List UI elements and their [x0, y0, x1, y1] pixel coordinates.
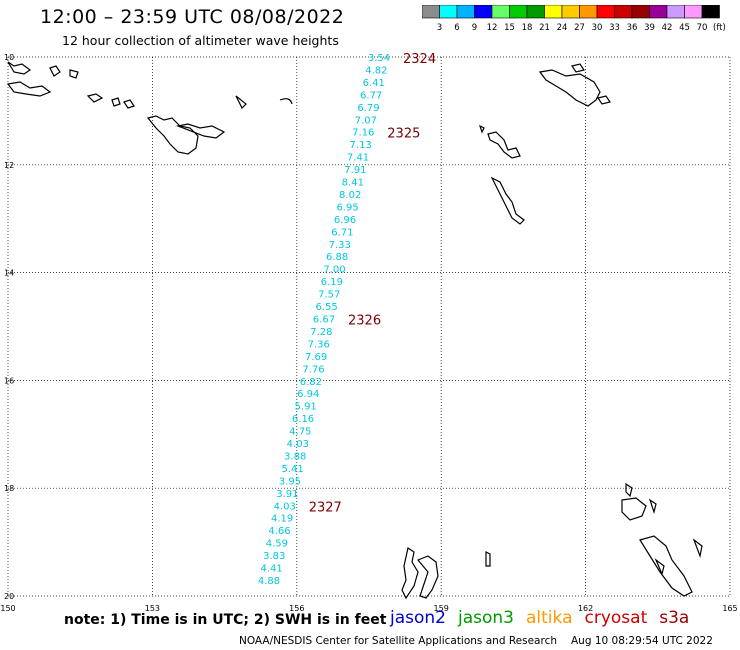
wave-height-label: 4.88 [258, 576, 280, 587]
color-scale-label: 15 [504, 23, 515, 33]
color-scale-label: 36 [627, 23, 638, 33]
wave-height-label: 3.54 [368, 53, 390, 64]
pass-number-label: 2326 [348, 314, 381, 329]
wave-height-label: 6.96 [334, 215, 356, 226]
color-scale-label: 70 [697, 23, 708, 33]
pass-number-label: 2325 [387, 127, 420, 142]
wave-height-label: 4.75 [289, 427, 311, 438]
wave-height-label: 4.03 [274, 501, 296, 512]
wave-height-label: 6.95 [336, 202, 358, 213]
agency-credit: NOAA/NESDIS Center for Satellite Applica… [239, 635, 557, 647]
wave-height-label: 6.16 [292, 414, 314, 425]
longitude-tick-label: 162 [578, 604, 593, 613]
wave-height-label: 8.02 [339, 190, 361, 201]
wave-height-label: 4.19 [271, 514, 293, 525]
wave-height-label: 3.91 [276, 489, 298, 500]
color-scale-label: 9 [472, 23, 477, 33]
wave-height-label: 7.28 [310, 327, 332, 338]
latitude-tick-label: 20 [4, 592, 14, 601]
wave-height-label: 7.41 [347, 153, 369, 164]
satellite-legend-item: altika [526, 608, 573, 628]
wave-height-label: 7.57 [318, 290, 340, 301]
wave-height-label: 8.41 [342, 178, 364, 189]
color-scale-label: 45 [679, 23, 690, 33]
wave-height-label: 6.94 [297, 389, 319, 400]
longitude-tick-label: 150 [0, 604, 15, 613]
footer: NOAA/NESDIS Center for Satellite Applica… [239, 635, 713, 647]
page-subtitle: 12 hour collection of altimeter wave hei… [62, 33, 339, 48]
wave-height-label: 7.00 [323, 265, 345, 276]
color-scale-label: 42 [662, 23, 673, 33]
wave-height-label: 6.19 [321, 277, 343, 288]
longitude-tick-label: 159 [434, 604, 449, 613]
latitude-tick-label: 10 [4, 53, 14, 62]
wave-height-label: 6.55 [315, 302, 337, 313]
color-scale-legend: 3 6 9 12 15 18 21 24 27 30 33 36 39 42 45 70 (ft) [422, 5, 726, 33]
wave-height-label: 7.91 [344, 165, 366, 176]
latitude-tick-label: 16 [4, 376, 14, 385]
wave-height-label: 7.76 [302, 364, 324, 375]
latitude-tick-label: 18 [4, 484, 14, 493]
page-title: 12:00 – 23:59 UTC 08/08/2022 [40, 6, 345, 28]
pass-number-label: 2324 [403, 52, 436, 67]
wave-height-label: 5.91 [295, 402, 317, 413]
wave-height-label: 7.13 [350, 140, 372, 151]
wave-height-label: 4.59 [266, 539, 288, 550]
wave-height-label: 7.07 [355, 115, 377, 126]
color-scale-label: 12 [487, 23, 498, 33]
color-scale-label: 27 [574, 23, 585, 33]
wave-height-label: 4.41 [260, 564, 282, 575]
wave-height-label: 6.71 [331, 227, 353, 238]
wave-height-label: 6.88 [326, 252, 348, 263]
longitude-tick-label: 156 [289, 604, 304, 613]
satellite-legend-item: cryosat [584, 608, 648, 628]
longitude-tick-label: 153 [145, 604, 160, 613]
wave-height-label: 3.88 [284, 451, 306, 462]
wave-height-label: 5.41 [281, 464, 303, 475]
color-swatch [701, 5, 720, 19]
wave-height-label: 3.83 [263, 551, 285, 562]
color-scale-label: 24 [557, 23, 568, 33]
wave-height-label: 7.36 [308, 339, 330, 350]
color-scale-label: 21 [539, 23, 550, 33]
altimeter-track: 3.544.82 6.416.77 6.797.07 7.167.13 7.417.91… [258, 52, 436, 587]
pass-number-label: 2327 [309, 500, 342, 515]
satellite-legend-item: jason2 [390, 608, 446, 628]
longitude-tick-label: 165 [722, 604, 737, 613]
satellite-legend-item: s3a [659, 608, 690, 628]
wave-height-label: 6.79 [357, 103, 379, 114]
wave-height-label: 6.82 [300, 377, 322, 388]
color-scale-label: 3 [437, 23, 442, 33]
map-grid: 10 12 14 16 18 20 150 153 156 159 162 165 [0, 53, 737, 613]
color-scale-label: 30 [592, 23, 603, 33]
satellite-legend: jason2 jason3 altika cryosat s3a [390, 608, 701, 628]
wave-height-label: 3.95 [279, 476, 301, 487]
wave-height-label: 6.67 [313, 315, 335, 326]
latitude-tick-label: 12 [4, 161, 14, 170]
generated-timestamp: Aug 10 08:29:54 UTC 2022 [571, 635, 713, 647]
color-scale-label: 6 [454, 23, 459, 33]
coastline [6, 61, 703, 600]
wave-height-label: 7.16 [352, 128, 374, 139]
wave-height-label: 7.33 [329, 240, 351, 251]
color-scale-label: 39 [644, 23, 655, 33]
wave-height-label: 4.82 [365, 65, 387, 76]
wave-height-label: 7.69 [305, 352, 327, 363]
satellite-legend-item: jason3 [458, 608, 514, 628]
wave-height-label: 6.41 [363, 78, 385, 89]
wave-height-label: 4.66 [268, 526, 290, 537]
color-scale-label: 18 [522, 23, 533, 33]
wave-height-label: 6.77 [360, 90, 382, 101]
units-note: note: 1) Time is in UTC; 2) SWH is in fe… [64, 612, 387, 628]
latitude-tick-label: 14 [4, 269, 14, 278]
color-scale-unit: (ft) [713, 23, 726, 33]
wave-height-label: 4.03 [287, 439, 309, 450]
color-scale-label: 33 [609, 23, 620, 33]
